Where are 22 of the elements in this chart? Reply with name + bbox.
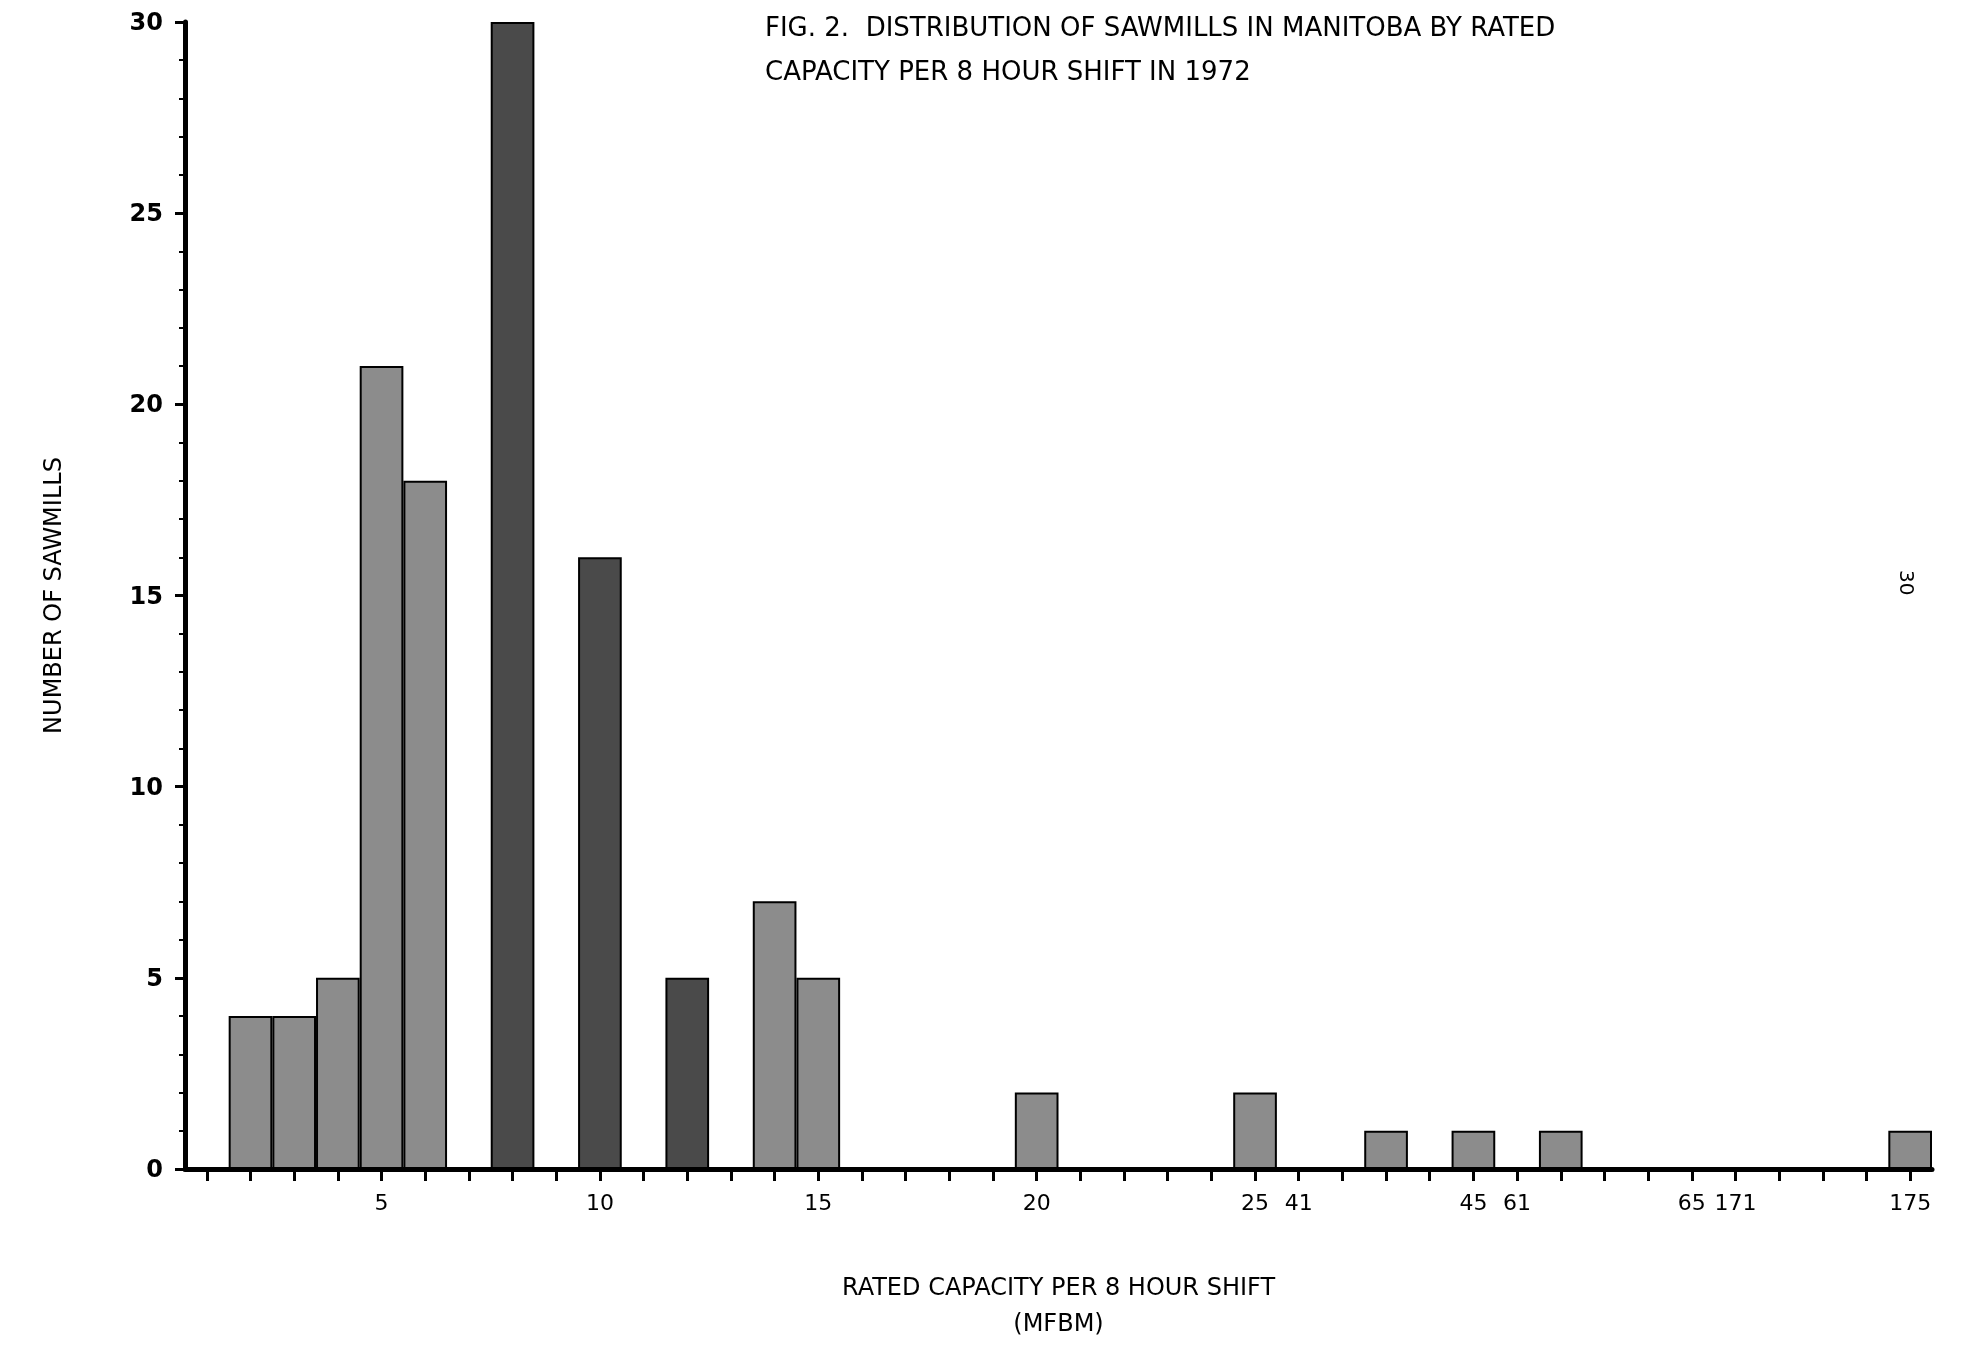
y-tick-label: 15 xyxy=(129,581,163,610)
x-tick-label: 20 xyxy=(1022,1189,1051,1215)
y-axis-title: NUMBER OF SAWMILLS xyxy=(39,457,67,734)
x-axis-title: RATED CAPACITY PER 8 HOUR SHIFT (MFBM) xyxy=(841,1273,1276,1337)
x-tick-label: 45 xyxy=(1459,1189,1488,1215)
annotation: 30 xyxy=(1895,570,1919,596)
x-tick-label: 65 xyxy=(1677,1189,1706,1215)
x-tick-label: 171 xyxy=(1714,1189,1757,1215)
y-tick-label: 30 xyxy=(129,8,163,36)
y-tick-label: 20 xyxy=(129,390,163,419)
x-tick-label: 15 xyxy=(804,1189,833,1215)
x-tick-label: 41 xyxy=(1284,1189,1313,1215)
y-tick-label: 5 xyxy=(146,963,163,992)
x-tick-label: 61 xyxy=(1503,1189,1532,1215)
x-tick-label: 25 xyxy=(1241,1189,1270,1215)
y-tick-label: 0 xyxy=(146,1155,163,1183)
x-tick-label: 5 xyxy=(374,1189,389,1215)
y-tick-label: 25 xyxy=(129,199,163,228)
text: FIG. 2. DISTRIBUTION OF SAWMILLS IN MANITOBA BY RATED CAPACITY PER 8 HOUR SHIFT IN 1972 xyxy=(765,12,1556,86)
y-tick-label: 10 xyxy=(129,772,163,801)
x-tick-label: 175 xyxy=(1889,1189,1932,1215)
x-tick-label: 10 xyxy=(585,1189,614,1215)
